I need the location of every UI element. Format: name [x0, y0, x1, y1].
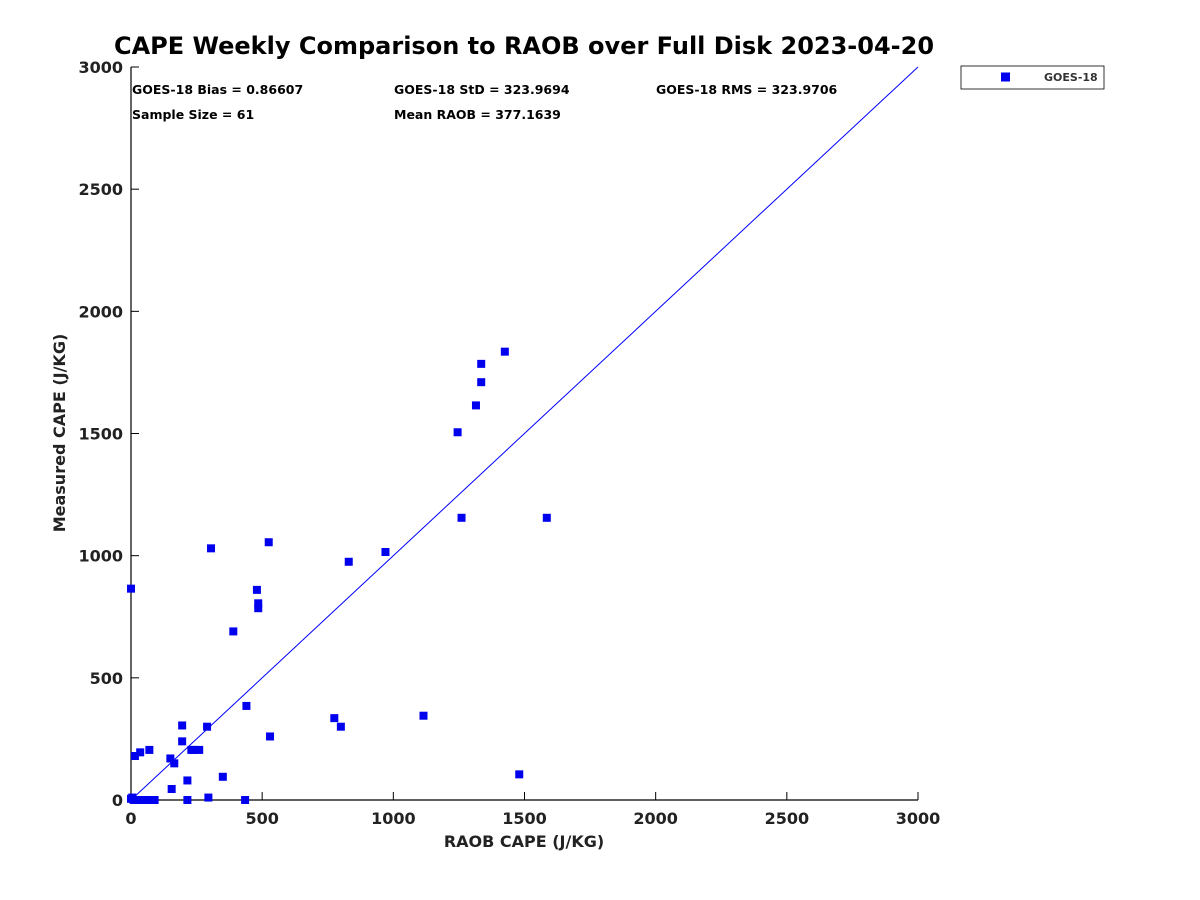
y-tick-label: 1000 [78, 547, 123, 566]
data-points [127, 347, 551, 804]
data-point [515, 770, 524, 779]
data-point [453, 428, 462, 437]
legend-box [960, 65, 1105, 90]
plot-area: 0 500 1000 1500 2000 2500 3000 0 500 1000 1500 200… [78, 58, 940, 828]
data-point [195, 745, 204, 754]
y-tick-label: 3000 [78, 58, 123, 77]
data-point [183, 776, 192, 785]
data-point [477, 378, 486, 387]
stat-std: GOES-18 StD = 323.9694 [394, 82, 570, 97]
stat-sample-size: Sample Size = 61 [132, 107, 254, 122]
data-point [203, 722, 212, 731]
y-axis-label: Measured CAPE (J/KG) [50, 334, 69, 533]
x-tick-label: 500 [245, 809, 278, 828]
chart-title: CAPE Weekly Comparison to RAOB over Full… [114, 32, 934, 60]
data-point [130, 752, 139, 761]
data-point [170, 759, 179, 768]
data-point [500, 347, 509, 356]
data-point [330, 714, 339, 723]
data-point [167, 785, 176, 794]
one-to-one-reference-line [130, 66, 919, 801]
y-tick-label: 0 [112, 791, 123, 810]
data-point [127, 584, 135, 593]
data-point [204, 793, 213, 802]
y-tick-label: 1500 [78, 425, 123, 444]
data-point [419, 711, 428, 720]
x-tick-label: 0 [125, 809, 136, 828]
data-point [542, 513, 551, 522]
data-point [336, 722, 345, 731]
data-point [457, 513, 466, 522]
data-point [477, 359, 486, 368]
y-axis-ticks: 0 500 1000 1500 2000 2500 3000 [78, 58, 139, 810]
data-point [150, 796, 159, 804]
data-point [254, 599, 263, 608]
data-point [183, 796, 192, 804]
data-point [178, 721, 187, 730]
data-point [189, 745, 198, 754]
data-point [266, 732, 275, 741]
x-axis-ticks: 0 500 1000 1500 2000 2500 3000 [125, 792, 940, 828]
data-point [166, 754, 175, 763]
y-tick-label: 500 [90, 669, 123, 688]
x-tick-label: 1000 [371, 809, 416, 828]
data-point [218, 772, 227, 781]
data-point [229, 627, 238, 636]
legend-entry-goes-18: GOES-18 [1044, 71, 1098, 84]
stat-mean-raob: Mean RAOB = 377.1639 [394, 107, 561, 122]
data-point [145, 745, 154, 754]
data-point [471, 401, 480, 410]
data-point [381, 548, 390, 557]
data-point [241, 796, 250, 804]
x-tick-label: 2000 [633, 809, 678, 828]
stat-bias: GOES-18 Bias = 0.86607 [132, 82, 303, 97]
x-tick-label: 1500 [502, 809, 547, 828]
x-tick-label: 3000 [896, 809, 941, 828]
y-tick-label: 2500 [78, 180, 123, 199]
data-point [178, 737, 187, 746]
data-point [254, 604, 263, 613]
data-point [264, 538, 273, 547]
legend-marker-square [1001, 72, 1010, 82]
stat-rms: GOES-18 RMS = 323.9706 [656, 82, 838, 97]
data-point [242, 701, 251, 710]
legend: GOES-18 [960, 65, 1105, 90]
x-tick-label: 2500 [765, 809, 810, 828]
data-point [207, 544, 216, 553]
data-point [252, 585, 261, 594]
data-point [136, 748, 145, 757]
y-tick-label: 2000 [78, 302, 123, 321]
data-point [344, 557, 353, 566]
x-axis-label: RAOB CAPE (J/KG) [444, 832, 604, 851]
